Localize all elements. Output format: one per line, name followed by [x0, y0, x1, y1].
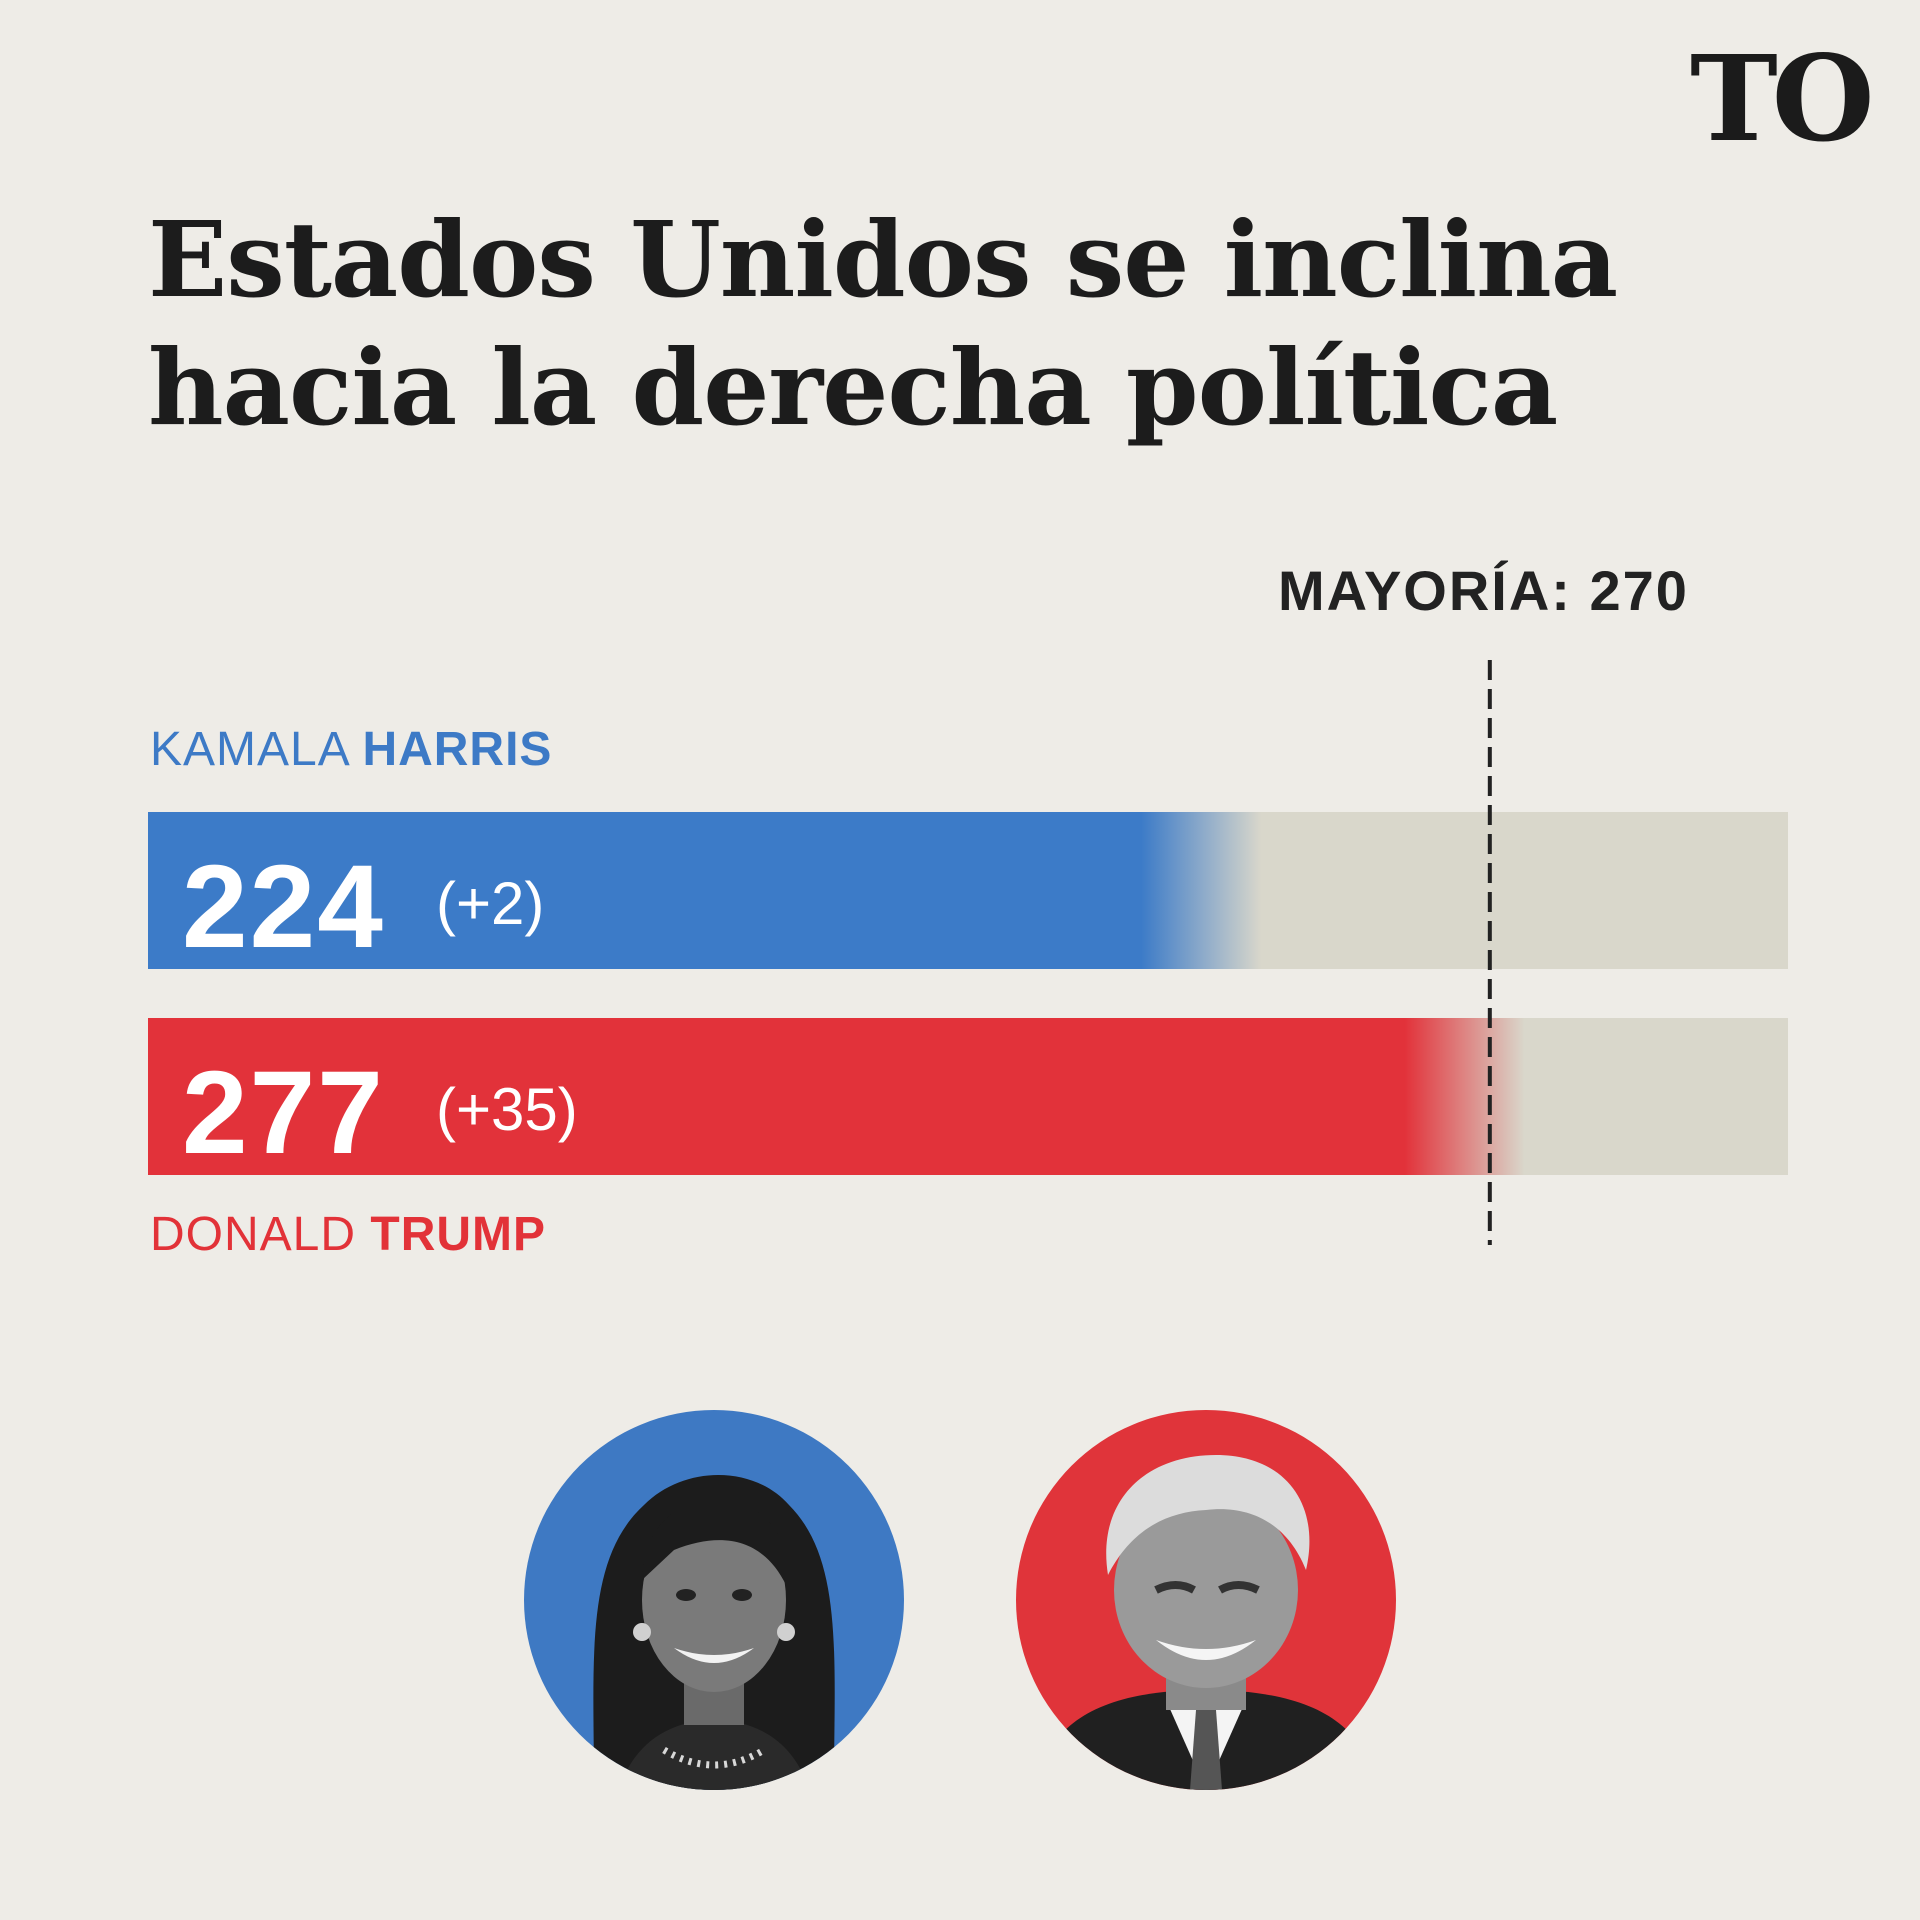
trump-first-name: DONALD: [150, 1208, 357, 1261]
harris-name-label: KAMALA HARRIS: [150, 722, 552, 777]
trump-bar: [148, 1018, 1525, 1175]
trump-change-label: (+35): [436, 1076, 578, 1143]
harris-bar: [148, 812, 1262, 969]
brand-logo: TO: [1690, 29, 1875, 168]
harris-first-name: KAMALA: [150, 723, 349, 776]
trump-votes-label: 277: [182, 1047, 385, 1179]
trump-portrait-illustration: [1036, 1455, 1376, 1790]
harris-last-name: HARRIS: [362, 723, 553, 776]
trump-portrait: [1016, 1410, 1396, 1790]
harris-portrait: [524, 1410, 904, 1790]
page-title: Estados Unidos se inclina hacia la derec…: [148, 198, 1618, 449]
trump-last-name: TRUMP: [370, 1208, 547, 1261]
harris-votes-label: 224: [182, 841, 385, 973]
harris-portrait-illustration: [593, 1475, 835, 1790]
trump-name-label: DONALD TRUMP: [150, 1207, 546, 1262]
majority-label: MAYORÍA: 270: [1278, 559, 1689, 622]
harris-change-label: (+2): [436, 870, 545, 937]
